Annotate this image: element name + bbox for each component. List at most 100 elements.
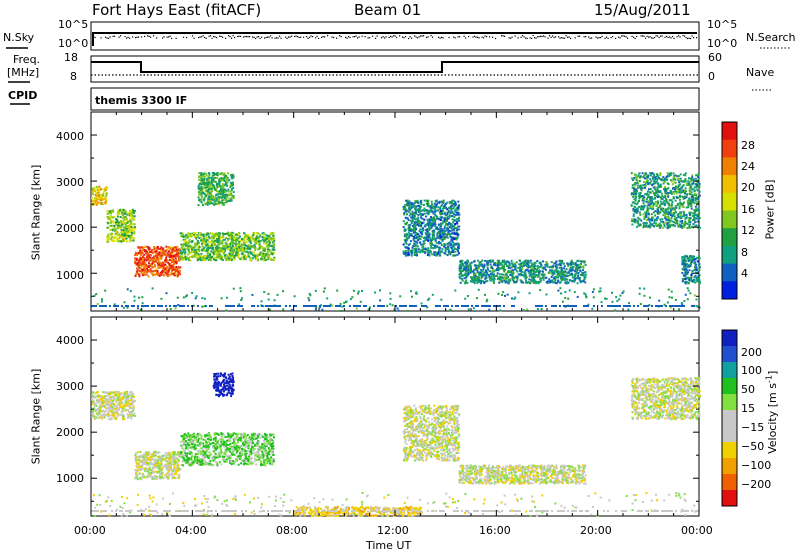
echo-cell <box>210 199 212 202</box>
echo-cell <box>172 260 175 263</box>
echo-cell <box>208 240 211 243</box>
nsearch-dot <box>300 36 302 38</box>
echo-cell <box>494 269 497 272</box>
echo-cell <box>470 270 473 273</box>
echo-cell <box>438 249 441 252</box>
echo-cell <box>207 252 210 255</box>
echo-cell <box>212 243 215 246</box>
echo-cell <box>110 232 113 235</box>
echo-cell <box>226 245 229 248</box>
echo-cell <box>219 232 221 235</box>
echo-cell <box>645 198 648 201</box>
echo-cell <box>568 262 571 265</box>
echo-cell <box>264 248 267 251</box>
echo-cell <box>503 275 506 278</box>
echo-cell <box>417 204 420 207</box>
echo-cell <box>678 205 681 208</box>
echo-cell <box>153 270 155 273</box>
echo-cell <box>182 248 185 251</box>
nsearch-dot <box>94 36 96 39</box>
echo-cell <box>405 237 408 240</box>
echo-cell <box>109 216 112 219</box>
echo-cell <box>544 261 547 264</box>
echo-cell <box>695 184 698 186</box>
echo-cell <box>412 230 415 233</box>
echo-cell <box>122 229 125 232</box>
echo-cell <box>639 213 642 216</box>
echo-cell <box>226 193 229 196</box>
echo-cell <box>452 243 455 246</box>
echo-cell <box>533 263 536 266</box>
echo-cell <box>516 277 519 279</box>
echo-cell <box>673 192 676 195</box>
nsearch-dot <box>162 37 164 39</box>
echo-cell <box>215 202 218 205</box>
echo-cell <box>485 275 488 278</box>
echo-cell <box>668 210 670 213</box>
echo-cell <box>414 226 417 229</box>
echo-cell <box>163 251 166 254</box>
echo-cell <box>665 216 668 219</box>
echo-cell <box>533 268 536 271</box>
echo-cell <box>201 179 204 182</box>
nsearch-dot <box>357 37 359 39</box>
nsearch-dot <box>393 35 395 37</box>
echo-cell <box>175 253 178 256</box>
echo-cell <box>159 255 162 258</box>
nsearch-dot <box>454 37 456 39</box>
echo-cell <box>215 198 218 201</box>
echo-cell <box>142 257 144 260</box>
echo-cell <box>100 203 103 206</box>
echo-cell <box>433 202 436 205</box>
echo-cell <box>245 236 248 239</box>
echo-cell <box>130 214 132 217</box>
echo-cell <box>162 247 165 250</box>
echo-cell <box>194 253 197 256</box>
echo-cell <box>224 257 227 260</box>
echo-cell <box>466 270 469 273</box>
echo-cell <box>226 176 229 179</box>
echo-cell <box>458 269 461 272</box>
echo-cell <box>697 218 700 221</box>
nsearch-dot <box>415 36 417 38</box>
echo-cell <box>209 196 212 199</box>
echo-cell <box>636 182 639 184</box>
echo-cell <box>421 249 424 251</box>
echo-cell <box>476 278 479 281</box>
echo-cell <box>172 250 175 253</box>
echo-cell <box>110 220 113 223</box>
echo-cell <box>171 257 174 260</box>
echo-cell <box>254 254 257 257</box>
echo-cell <box>419 228 422 231</box>
echo-cell <box>224 254 227 257</box>
echo-cell <box>685 217 688 219</box>
echo-cell <box>675 206 678 209</box>
echo-cell <box>637 222 640 224</box>
echo-cell <box>141 263 144 265</box>
echo-cell <box>510 266 513 269</box>
echo-cell <box>491 271 494 274</box>
echo-cell <box>411 219 414 222</box>
echo-cell <box>215 251 218 254</box>
echo-cell <box>443 245 446 248</box>
echo-cell <box>208 257 211 260</box>
echo-cell <box>512 271 515 274</box>
echo-cell <box>434 239 437 242</box>
echo-cell <box>409 233 412 235</box>
echo-cell <box>457 200 460 203</box>
echo-cell <box>225 241 228 244</box>
echo-cell <box>111 240 114 242</box>
echo-cell <box>456 228 459 231</box>
echo-cell <box>251 237 254 240</box>
echo-cell <box>673 174 676 177</box>
echo-cell <box>580 280 583 283</box>
echo-cell <box>510 269 513 272</box>
echo-cell <box>691 176 694 179</box>
echo-cell <box>96 195 99 198</box>
echo-cell <box>161 264 163 267</box>
echo-cell <box>162 249 165 252</box>
echo-cell <box>520 281 523 284</box>
echo-cell <box>563 267 566 270</box>
echo-cell <box>222 186 225 189</box>
echo-cell <box>425 232 428 235</box>
